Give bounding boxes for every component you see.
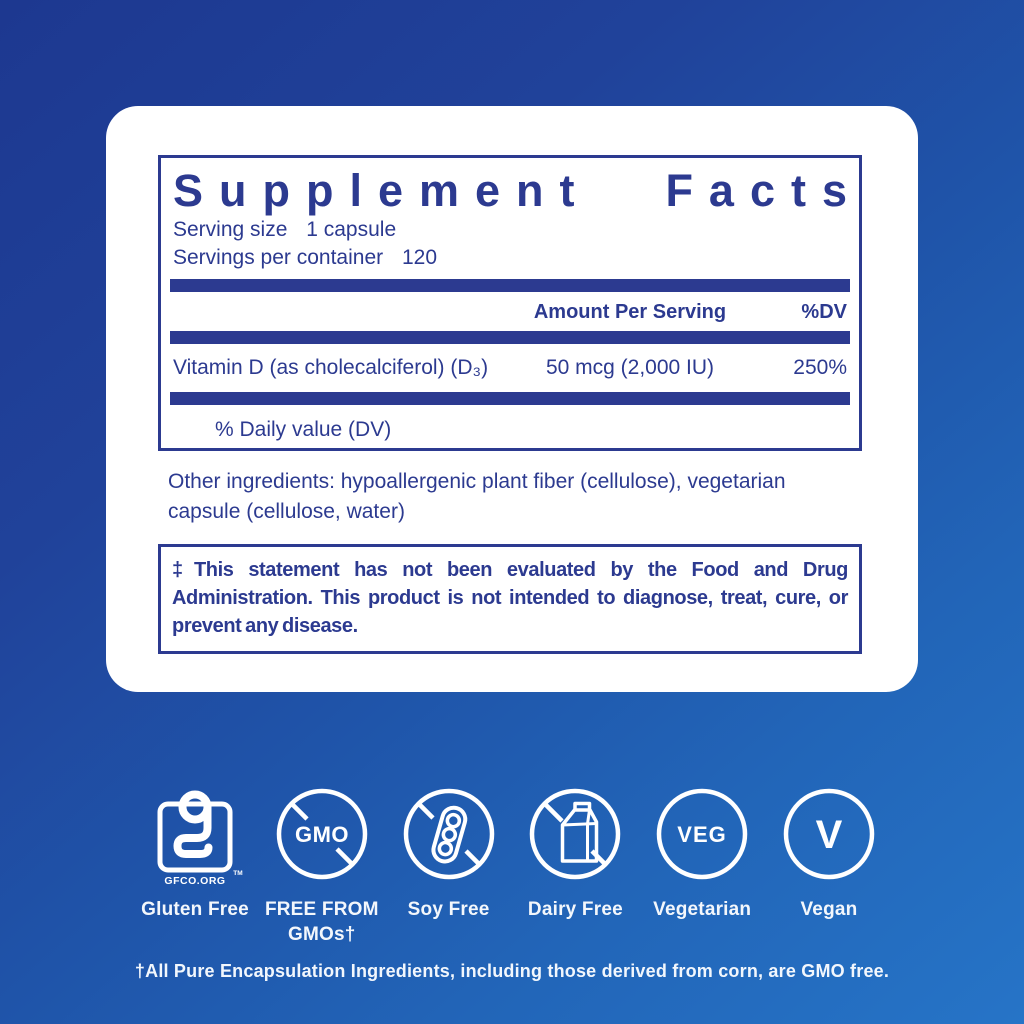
veg-circle-icon: VEG <box>656 788 748 890</box>
badge-label: Gluten Free <box>141 899 249 920</box>
fda-disclaimer-box: ‡This statement has not been evaluated b… <box>158 544 862 654</box>
table-header-row: Amount Per Serving %DV <box>173 300 847 324</box>
veg-text: VEG <box>677 822 726 847</box>
v-text: V <box>816 813 843 857</box>
servings-per-container-label: Servings per container <box>173 246 384 269</box>
header-percent-dv: %DV <box>801 301 847 323</box>
panel-title: Supplement Facts <box>173 166 847 216</box>
servings-per-container-value: 120 <box>401 246 438 269</box>
gfco-org-text: GFCO.ORG <box>164 875 225 887</box>
badge-gluten-free: GFCO.ORG TM Gluten Free <box>135 788 255 947</box>
gmo-text: GMO <box>295 822 349 847</box>
serving-size-value: 1 capsule <box>306 218 397 241</box>
badge-label: Vegetarian <box>653 899 752 920</box>
badge-soy-free: Soy Free <box>389 788 509 947</box>
thick-rule <box>170 279 850 292</box>
thick-rule <box>170 392 850 405</box>
serving-size-label: Serving size <box>173 218 288 241</box>
nutrient-row-vitamin-d: Vitamin D (as cholecalciferol) (D₃) 50 m… <box>173 355 847 381</box>
no-soy-icon <box>403 788 495 890</box>
panel-title-word-1: Supplement <box>173 165 591 216</box>
gfco-gluten-free-icon: GFCO.ORG TM <box>143 788 247 890</box>
servings-per-container-line: Servings per container 120 <box>173 244 847 272</box>
badge-vegan: V Vegan <box>769 788 889 947</box>
badge-label: Soy Free <box>407 899 490 920</box>
nutrient-dv: 250% <box>793 356 847 379</box>
badge-label: FREE FROM GMOs† <box>264 899 379 945</box>
daily-value-footnote: % Daily value (DV) <box>215 418 392 441</box>
label-card: Supplement Facts Serving size 1 capsule … <box>106 106 918 692</box>
panel-title-word-2: Facts <box>665 165 862 216</box>
vegan-circle-icon: V <box>783 788 875 890</box>
trademark-text: TM <box>233 870 242 877</box>
soy-pod-shape <box>431 805 467 864</box>
badge-gmo-free: GMO FREE FROM GMOs† <box>262 788 382 947</box>
milk-carton-shape <box>561 801 599 863</box>
badge-dairy-free: Dairy Free <box>515 788 635 947</box>
badge-vegetarian: VEG Vegetarian <box>642 788 762 947</box>
gmo-free-footnote: †All Pure Encapsulation Ingredients, inc… <box>134 961 890 981</box>
badge-label: Dairy Free <box>527 899 623 920</box>
badge-label: Vegan <box>800 899 858 920</box>
no-gmo-icon: GMO <box>276 788 368 890</box>
header-amount-per-serving: Amount Per Serving <box>533 301 727 323</box>
other-ingredients-text: Other ingredients: hypoallergenic plant … <box>168 470 786 523</box>
nutrient-name: Vitamin D (as cholecalciferol) (D₃) <box>173 356 489 379</box>
thick-rule <box>170 331 850 344</box>
serving-size-line: Serving size 1 capsule <box>173 216 847 244</box>
certification-badges-row: GFCO.ORG TM Gluten Free GMO FREE FROM GM… <box>135 788 889 947</box>
nutrient-amount: 50 mcg (2,000 IU) <box>545 356 715 379</box>
no-dairy-icon <box>529 788 621 890</box>
supplement-facts-panel: Supplement Facts Serving size 1 capsule … <box>158 155 862 451</box>
